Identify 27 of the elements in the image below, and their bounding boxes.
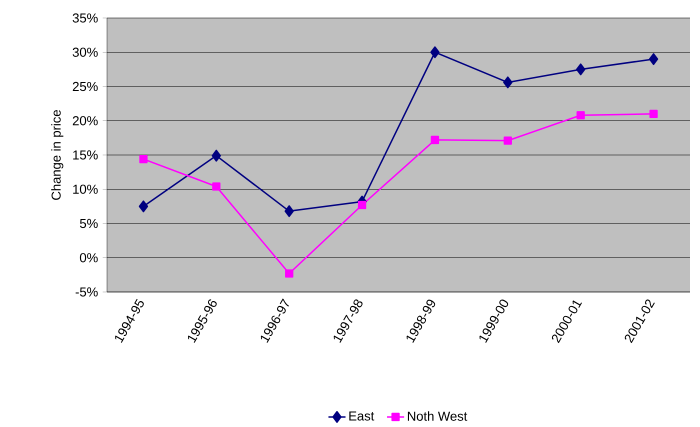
y-tick-label: 5% bbox=[80, 219, 98, 228]
point bbox=[139, 155, 148, 164]
y-tick-label: 20% bbox=[72, 116, 98, 126]
point bbox=[503, 76, 512, 88]
y-tick-label: 35% bbox=[72, 14, 98, 23]
point bbox=[212, 150, 221, 162]
point bbox=[576, 111, 585, 120]
y-axis-title: Change in price bbox=[51, 110, 64, 200]
point bbox=[358, 201, 366, 210]
y-tick-label: 0% bbox=[80, 253, 98, 263]
point bbox=[648, 53, 658, 66]
point bbox=[504, 136, 512, 145]
point bbox=[138, 200, 148, 212]
y-tick-label: 30% bbox=[72, 48, 98, 58]
point bbox=[212, 182, 220, 191]
y-tick-label: 15% bbox=[73, 150, 98, 160]
legend-label: Noth West bbox=[408, 411, 468, 421]
y-tick-label: 25% bbox=[72, 82, 98, 92]
point bbox=[576, 64, 586, 76]
y-tick-label: 10% bbox=[73, 184, 98, 194]
point bbox=[285, 270, 294, 278]
point bbox=[430, 136, 440, 144]
point bbox=[649, 110, 658, 118]
y-tick-label: -5% bbox=[76, 288, 98, 297]
legend-label: East bbox=[349, 412, 374, 421]
point bbox=[430, 46, 440, 58]
point bbox=[284, 205, 294, 218]
